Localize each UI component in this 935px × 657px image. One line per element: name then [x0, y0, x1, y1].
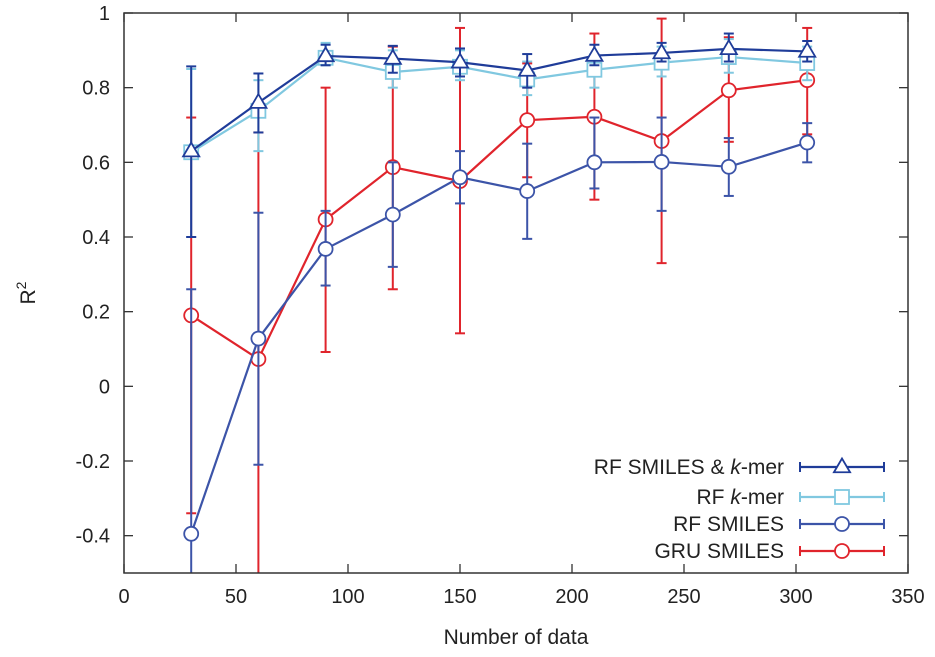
data-point — [720, 82, 737, 99]
legend-label: RF k-mer — [697, 486, 785, 509]
x-axis-title: Number of data — [444, 626, 589, 649]
series-2 — [183, 116, 816, 573]
legend: RF SMILES & k-mer RF k-mer RF SMILES GRU SM… — [594, 456, 885, 563]
legend-item: RF k-mer — [697, 486, 885, 509]
legend-marker — [834, 543, 850, 559]
series-line — [190, 47, 808, 153]
data-point — [317, 241, 334, 257]
data-point — [517, 60, 537, 77]
y-axis-title-base: R — [17, 289, 40, 304]
plot-frame — [123, 12, 909, 574]
y-axis-title-superscript: 2 — [13, 281, 29, 289]
data-point — [384, 206, 401, 223]
y-tick-label: 0 — [99, 376, 110, 398]
legend-marker — [832, 456, 852, 474]
y-tick-label: 0.2 — [82, 302, 110, 324]
y-tick-label: -0.4 — [76, 526, 110, 548]
plot-marks — [181, 17, 817, 573]
data-point — [797, 41, 817, 58]
x-tick-label: 100 — [331, 586, 364, 608]
data-point — [452, 169, 468, 186]
data-point — [519, 183, 536, 199]
x-tick-label: 200 — [555, 586, 588, 608]
legend-label: GRU SMILES — [654, 540, 784, 563]
data-point — [651, 42, 672, 60]
series-line — [190, 141, 808, 535]
series-0 — [181, 32, 817, 238]
legend-label: RF SMILES & k-mer — [594, 456, 784, 479]
data-point — [383, 48, 403, 65]
data-point — [720, 158, 737, 175]
y-tick-label: 0.4 — [82, 227, 110, 249]
series-line — [190, 55, 808, 154]
x-tick-label: 50 — [225, 586, 247, 608]
legend-marker — [834, 516, 850, 532]
data-point — [315, 45, 336, 63]
axis-ticks: 0 50 100 150 200 250 300 350 -0.4 -0.2 0 0.2 0.4 0.6 0… — [76, 3, 925, 608]
y-axis-title: R2 — [13, 281, 40, 304]
x-tick-label: 300 — [779, 586, 812, 608]
series-1 — [183, 38, 816, 238]
x-tick-label: 150 — [443, 586, 476, 608]
y-tick-label: 0.8 — [82, 78, 110, 100]
data-point — [653, 154, 670, 170]
legend-item: RF SMILES & k-mer — [594, 456, 885, 479]
data-point — [248, 92, 269, 109]
data-point — [799, 134, 816, 151]
data-point — [586, 154, 603, 171]
x-tick-label: 350 — [891, 586, 924, 608]
x-tick-label: 0 — [118, 586, 129, 608]
y-tick-label: -0.2 — [76, 451, 110, 473]
legend-marker — [834, 489, 850, 505]
legend-label: RF SMILES — [673, 513, 784, 536]
legend-item: GRU SMILES — [654, 540, 885, 563]
data-point — [181, 140, 201, 158]
x-tick-label: 250 — [667, 586, 700, 608]
data-point — [584, 45, 605, 62]
series-line — [190, 79, 808, 361]
y-tick-label: 0.6 — [82, 152, 110, 174]
data-point — [519, 112, 536, 129]
data-point — [719, 38, 739, 56]
legend-item: RF SMILES — [673, 513, 885, 536]
data-point — [450, 52, 470, 69]
y-tick-label: 1 — [99, 3, 110, 25]
data-point — [250, 330, 267, 347]
data-point — [183, 525, 200, 542]
